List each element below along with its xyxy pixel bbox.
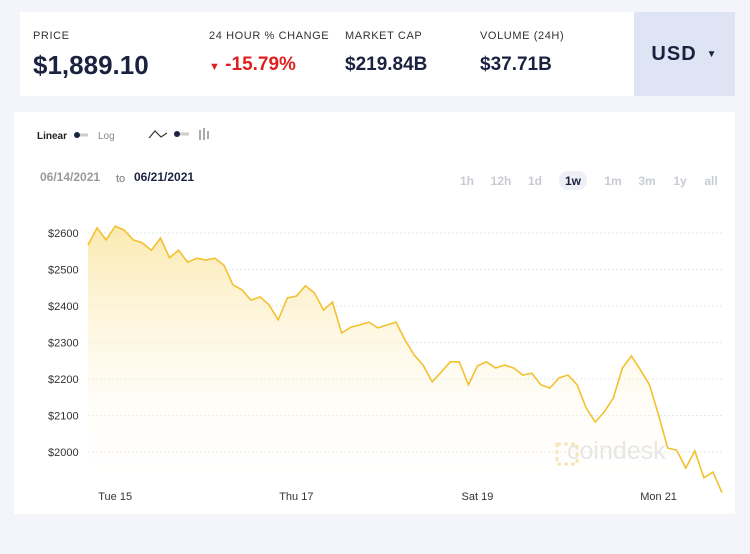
- x-tick-label: Tue 15: [98, 491, 132, 503]
- toggle-knob[interactable]: [174, 131, 180, 137]
- y-tick-label: $2600: [48, 228, 79, 240]
- area-fill: [88, 226, 722, 494]
- x-tick-label: Thu 17: [279, 491, 313, 503]
- range-button[interactable]: 1y: [673, 174, 687, 188]
- x-tick-label: Mon 21: [640, 491, 677, 503]
- y-tick-label: $2400: [48, 301, 79, 313]
- range-button[interactable]: 1d: [528, 174, 542, 188]
- label: 24 HOUR % CHANGE: [209, 30, 330, 42]
- date-from[interactable]: 06/14/2021: [40, 170, 100, 184]
- date-to[interactable]: 06/21/2021: [134, 170, 194, 184]
- change-stat: 24 HOUR % CHANGE ▼ -15.79%: [209, 30, 329, 76]
- y-tick-label: $2100: [48, 411, 79, 423]
- line-icon[interactable]: [148, 130, 168, 139]
- scale-linear[interactable]: Linear: [37, 131, 67, 142]
- label: PRICE: [33, 30, 70, 42]
- label: VOLUME (24H): [480, 30, 565, 42]
- value-text: -15.79%: [225, 54, 296, 75]
- y-tick-label: $2300: [48, 338, 79, 350]
- market-cap-stat: MARKET CAP $219.84B: [345, 30, 427, 76]
- price-stat: PRICE $1,889.10: [33, 30, 149, 81]
- toggle-knob[interactable]: [74, 132, 80, 138]
- y-tick-label: $2000: [48, 447, 79, 459]
- volume-stat: VOLUME (24H) $37.71B: [480, 30, 564, 76]
- label: MARKET CAP: [345, 30, 423, 42]
- range-button[interactable]: 1m: [604, 174, 621, 188]
- y-tick-label: $2500: [48, 265, 79, 277]
- range-button[interactable]: 12h: [491, 174, 512, 188]
- range-button[interactable]: 3m: [638, 174, 655, 188]
- value: $219.84B: [345, 54, 428, 75]
- value: $1,889.10: [33, 50, 149, 80]
- currency[interactable]: USD: [651, 42, 697, 65]
- x-tick-label: Sat 19: [462, 491, 494, 503]
- range-button[interactable]: 1h: [460, 174, 474, 188]
- value: $37.71B: [480, 54, 552, 75]
- date-sep: to: [116, 173, 125, 185]
- scale-log[interactable]: Log: [98, 131, 115, 142]
- stats-bar: PRICE $1,889.10 24 HOUR % CHANGE ▼ -15.7…: [20, 12, 634, 96]
- price-line: [87, 225, 723, 493]
- currency-dropdown[interactable]: USD ▼: [634, 12, 735, 96]
- value: ▼ -15.79%: [209, 54, 296, 75]
- candle-icon[interactable]: [199, 128, 209, 140]
- range-selected-bg[interactable]: [559, 171, 587, 190]
- range-button[interactable]: all: [704, 174, 717, 188]
- range-button[interactable]: 1w: [565, 174, 582, 188]
- y-tick-label: $2200: [48, 374, 79, 386]
